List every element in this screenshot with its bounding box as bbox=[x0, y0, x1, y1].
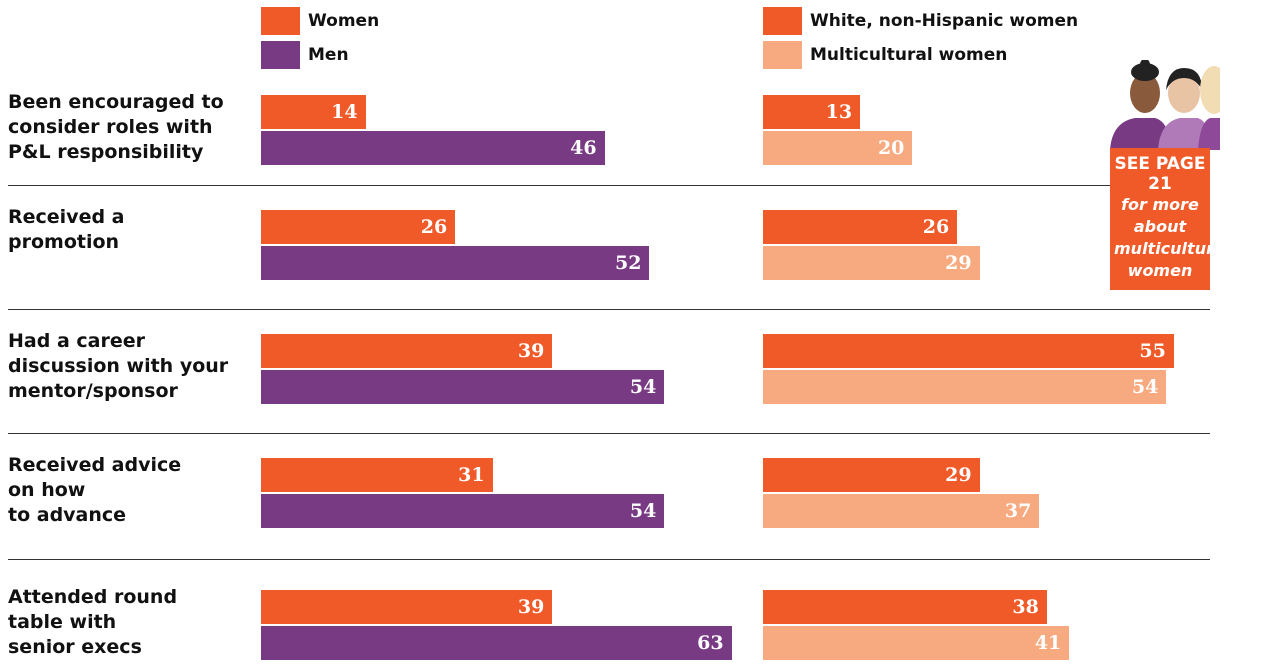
value-label: 29 bbox=[945, 252, 972, 274]
separator bbox=[8, 185, 1110, 186]
value-label: 41 bbox=[1034, 632, 1062, 654]
value-label: 39 bbox=[517, 340, 545, 362]
value-label: 26 bbox=[420, 216, 448, 238]
value-label: 63 bbox=[697, 632, 724, 654]
bar bbox=[763, 95, 861, 129]
legend-label: Multicultural women bbox=[810, 45, 1008, 65]
value-label: 29 bbox=[945, 464, 972, 486]
legend-label: Women bbox=[308, 11, 380, 31]
legend-label: White, non-Hispanic women bbox=[810, 11, 1079, 31]
bar bbox=[763, 626, 1070, 660]
bar bbox=[763, 210, 958, 244]
category-label: Attended round table with senior execs bbox=[8, 586, 178, 658]
bar bbox=[763, 246, 980, 280]
bar bbox=[763, 458, 980, 492]
bar bbox=[763, 334, 1174, 368]
bar bbox=[261, 131, 605, 165]
value-label: 38 bbox=[1012, 596, 1039, 618]
bar bbox=[261, 246, 650, 280]
bar bbox=[261, 370, 665, 404]
legend-swatch bbox=[261, 41, 300, 69]
value-label: 13 bbox=[825, 101, 853, 123]
value-label: 37 bbox=[1004, 500, 1032, 522]
legend-swatch bbox=[763, 7, 802, 35]
bar bbox=[763, 494, 1040, 528]
category-label: Received a promotion bbox=[8, 206, 125, 253]
legend-label: Men bbox=[308, 45, 349, 65]
bar bbox=[763, 590, 1047, 624]
bar bbox=[261, 626, 732, 660]
bar bbox=[261, 334, 553, 368]
value-label: 55 bbox=[1139, 340, 1166, 362]
callout-title: SEE PAGE 21 bbox=[1114, 154, 1206, 194]
callout-text: for more about multicultural women bbox=[1114, 195, 1231, 280]
category-label: Had a career discussion with your mentor… bbox=[8, 330, 229, 402]
separator bbox=[8, 433, 1210, 434]
bar bbox=[763, 131, 913, 165]
value-label: 26 bbox=[922, 216, 950, 238]
category-label: Received advice on how to advance bbox=[8, 454, 182, 526]
bar bbox=[261, 590, 553, 624]
legend-swatch bbox=[763, 41, 802, 69]
bar bbox=[261, 458, 493, 492]
separator bbox=[8, 309, 1210, 310]
illustration bbox=[1110, 60, 1220, 150]
value-label: 31 bbox=[458, 464, 485, 486]
category-label: Been encouraged to consider roles with P… bbox=[8, 91, 224, 163]
value-label: 39 bbox=[517, 596, 545, 618]
bar bbox=[763, 370, 1167, 404]
bar bbox=[261, 494, 665, 528]
bar bbox=[261, 95, 366, 129]
callout: SEE PAGE 21 for more about multicultural… bbox=[1110, 148, 1231, 290]
value-label: 54 bbox=[629, 376, 657, 398]
value-label: 20 bbox=[877, 137, 905, 159]
value-label: 54 bbox=[629, 500, 657, 522]
legend-swatch bbox=[261, 7, 300, 35]
value-label: 14 bbox=[331, 101, 358, 123]
bar bbox=[261, 210, 456, 244]
separator bbox=[8, 559, 1210, 560]
value-label: 46 bbox=[570, 137, 597, 159]
value-label: 52 bbox=[614, 252, 642, 274]
value-label: 54 bbox=[1131, 376, 1159, 398]
